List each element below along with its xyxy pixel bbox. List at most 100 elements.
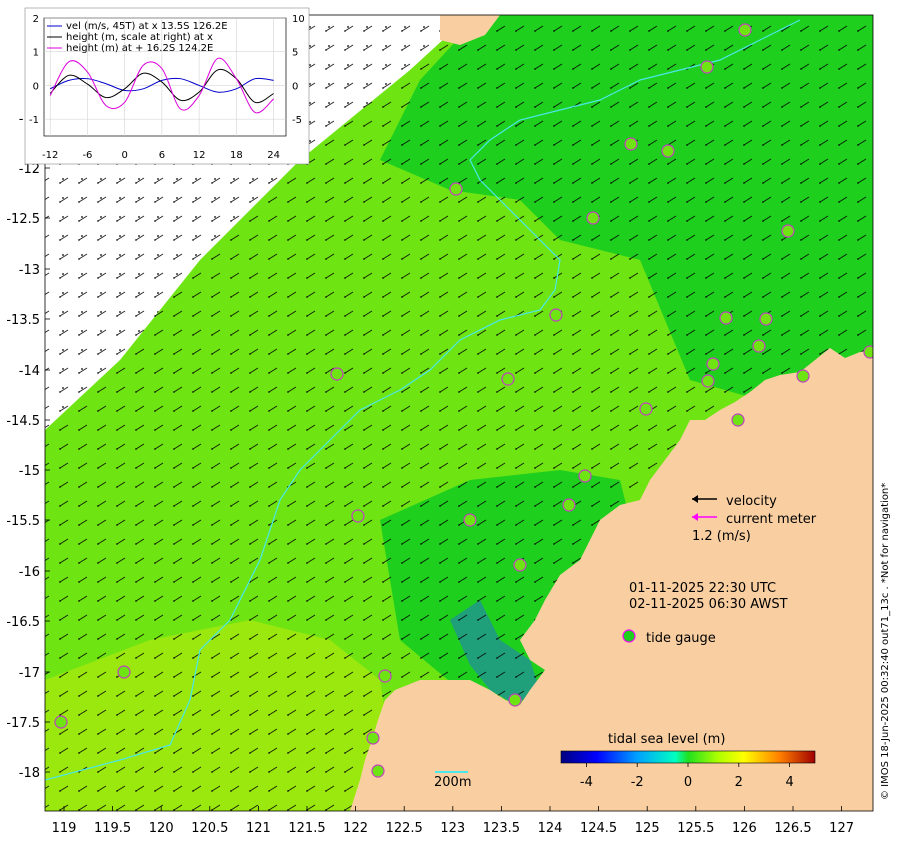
tide-gauge — [700, 60, 714, 74]
credit-text: © IMOS 18-Jun-2025 00:32:40 out71_13c . … — [880, 483, 891, 800]
tide-gauge-label: tide gauge — [646, 631, 716, 646]
tide-gauge — [508, 693, 522, 707]
tide-gauge — [701, 374, 715, 388]
tide-gauges — [54, 23, 873, 778]
colorbar-tick-label: 4 — [785, 775, 793, 790]
velocity-label: velocity — [726, 494, 777, 509]
inset-left-tick: 0 — [33, 81, 39, 92]
tide-gauge — [513, 558, 527, 572]
colorbar-tick-label: 0 — [684, 775, 692, 790]
x-tick-label: 124 — [538, 821, 563, 836]
y-tick-label: -17.5 — [6, 716, 40, 731]
y-tick-label: -18 — [19, 766, 40, 781]
x-tick-label: 126.5 — [774, 821, 811, 836]
tide-gauge — [706, 357, 720, 371]
tide-gauge-symbol — [622, 629, 636, 643]
inset-series-0 — [49, 77, 274, 93]
x-tick-label: 125 — [635, 821, 660, 836]
tide-gauge — [639, 402, 653, 416]
y-tick-label: -16.5 — [6, 615, 40, 630]
colorbar-gradient — [560, 750, 816, 764]
x-tick-label: 122 — [343, 821, 368, 836]
island — [440, 15, 500, 45]
inset-right-tick: 10 — [292, 14, 305, 25]
tide-gauge — [578, 469, 592, 483]
contour-scale-bar: 200m — [434, 771, 471, 790]
tide-gauge — [366, 731, 380, 745]
tide-gauge — [759, 312, 773, 326]
y-tick-label: -16 — [19, 565, 40, 580]
y-tick-label: -12 — [19, 162, 40, 177]
tide-gauge — [562, 498, 576, 512]
credit: © IMOS 18-Jun-2025 00:32:40 out71_13c . … — [880, 483, 891, 800]
tide-gauge — [117, 665, 131, 679]
inset-x-tick: 24 — [267, 150, 280, 161]
tide-gauge — [781, 224, 795, 238]
inset-x-tick: 6 — [159, 150, 165, 161]
timestamp: 01-11-2025 22:30 UTC 02-11-2025 06:30 AW… — [629, 581, 788, 612]
y-tick-label: -17 — [19, 666, 40, 681]
x-tick-label: 124.5 — [580, 821, 617, 836]
inset-right-tick: -5 — [292, 115, 302, 126]
colorbar-tick-label: -2 — [631, 775, 644, 790]
x-tick-label: 123.5 — [483, 821, 520, 836]
x-tick-label: 122.5 — [386, 821, 423, 836]
tide-gauge — [752, 339, 766, 353]
x-tick-label: 121 — [246, 821, 271, 836]
tide-gauge — [449, 182, 463, 196]
tide-gauge — [371, 764, 385, 778]
x-tick-label: 125.5 — [677, 821, 714, 836]
tide-gauge — [661, 144, 675, 158]
tide-gauge — [719, 311, 733, 325]
inset-x-tick: 18 — [230, 150, 243, 161]
x-tick-label: 120.5 — [191, 821, 228, 836]
current-meter-label: current meter — [726, 512, 817, 527]
colorbar-title: tidal sea level (m) — [608, 732, 725, 747]
tide-gauge — [351, 509, 365, 523]
inset-legend-entry: vel (m/s, 45T) at x 13.5S 126.2E — [66, 21, 228, 32]
colorbar-tick-label: -4 — [580, 775, 593, 790]
x-tick-label: 123 — [440, 821, 465, 836]
tide-gauge — [330, 367, 344, 381]
scale-bar-label: 200m — [434, 775, 471, 790]
inset-right-tick: 0 — [292, 81, 298, 92]
y-tick-label: -13.5 — [6, 313, 40, 328]
x-tick-label: 120 — [149, 821, 174, 836]
inset-left-tick: 1 — [33, 48, 39, 59]
x-tick-label: 127 — [829, 821, 854, 836]
y-tick-label: -15 — [19, 464, 40, 479]
inset-x-tick: 12 — [193, 150, 206, 161]
tide-gauge — [54, 715, 68, 729]
local-time: 02-11-2025 06:30 AWST — [629, 597, 788, 612]
inset-x-tick: 0 — [121, 150, 127, 161]
x-axis-ticks: 119 119.5 120 120.5 121 121.5 122 122.5 123 123.5… — [52, 806, 854, 836]
tide-gauge — [738, 23, 752, 37]
inset-left-tick: 2 — [33, 14, 39, 25]
x-tick-label: 119 — [52, 821, 77, 836]
x-tick-label: 119.5 — [94, 821, 131, 836]
tide-gauge — [796, 369, 810, 383]
x-tick-label: 126 — [732, 821, 757, 836]
inset-series-2 — [49, 57, 274, 114]
tide-gauge — [731, 413, 745, 427]
tide-gauge — [501, 372, 515, 386]
land-mass — [350, 348, 873, 811]
tide-gauge — [378, 669, 392, 683]
tide-gauge — [586, 211, 600, 225]
tide-gauge — [863, 345, 873, 359]
tide-gauge-legend: tide gauge — [622, 629, 716, 646]
inset-x-tick: -12 — [42, 150, 58, 161]
inset-legend-entry: height (m, scale at right) at x — [66, 32, 213, 43]
y-tick-label: -15.5 — [6, 514, 40, 529]
inset-right-tick: 5 — [292, 48, 298, 59]
tide-gauge — [549, 308, 563, 322]
tide-gauge — [463, 513, 477, 527]
inset-x-tick: -6 — [82, 150, 92, 161]
y-axis-ticks: -11-12-12.5-13-13.5-14-14.5-15-15.5-16-1… — [6, 112, 50, 781]
inset-legend-entry: height (m) at + 16.2S 124.2E — [66, 43, 213, 54]
velocity-scale-value: 1.2 (m/s) — [692, 529, 751, 544]
utc-time: 01-11-2025 22:30 UTC — [629, 581, 776, 596]
x-tick-label: 121.5 — [288, 821, 325, 836]
